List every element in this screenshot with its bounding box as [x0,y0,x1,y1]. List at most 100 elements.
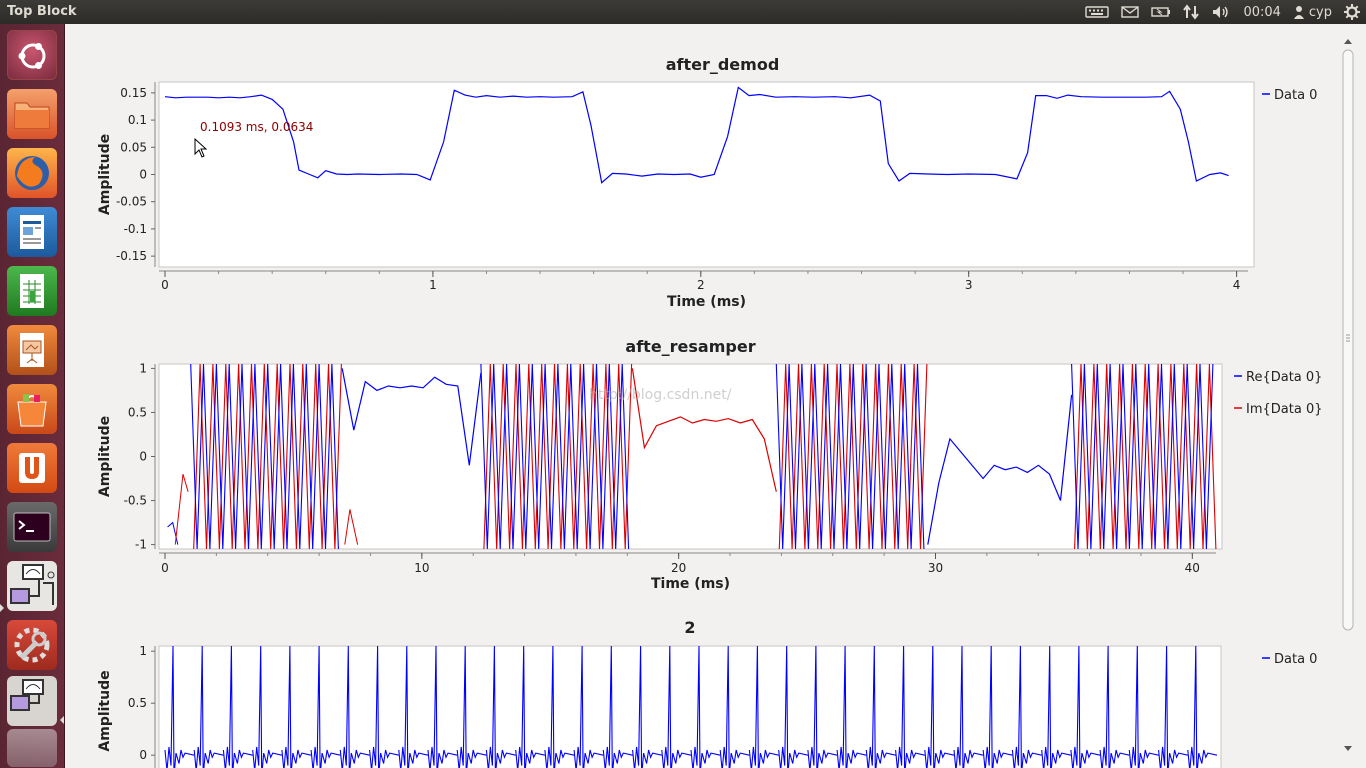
plot-canvas[interactable] [158,81,1255,268]
y-tick-label: 0.15 [120,86,147,100]
chart-3: 2 Amplitude 1 0.5 0 Data 0 [97,618,1317,768]
im-oscillation [193,364,342,549]
ubuntu-one-button[interactable] [7,443,57,493]
pulse [310,646,341,768]
legend-label: Im{Data 0} [1246,402,1322,417]
scroll-up-arrow-icon[interactable] [1344,39,1352,44]
x-tick-label: 30 [928,561,943,575]
writer-button[interactable] [7,207,57,257]
legend-label: Data 0 [1274,652,1317,667]
flowgraph-icon [10,564,55,605]
mail-icon[interactable] [1121,5,1140,19]
x-tick-label: 1 [429,278,437,292]
pulse [836,646,867,768]
pulse [661,646,692,768]
plot-canvas[interactable] [158,645,1222,768]
network-icon[interactable] [1183,4,1200,20]
y-tick-label: -0.5 [124,494,147,508]
y-axis-label: Amplitude [97,134,113,215]
top-panel: Top Block 00:04 cyp [0,0,1366,24]
pulse [164,646,195,768]
im-start [174,473,189,545]
flowgraph-active-icon [10,679,44,711]
pulse [807,646,838,768]
pulse [398,646,429,768]
pulse [1128,646,1159,768]
terminal-icon [13,512,51,542]
y-tick-label: -0.05 [116,195,147,209]
firefox-icon [15,156,49,190]
folder-icon [14,102,50,129]
pulse [982,646,1013,768]
im-segment [631,368,777,492]
y-tick-label: -0.1 [124,222,147,236]
impress-presentation-icon [20,333,44,367]
x-tick-label: 0 [161,278,169,292]
pulse [1187,646,1218,768]
firefox-button[interactable] [7,148,57,198]
x-tick-label: 0 [161,561,169,575]
im-oscillation [778,364,928,549]
vertical-scrollbar[interactable] [1342,36,1354,760]
x-axis-label: Time (ms) [667,294,746,310]
pulse [573,646,604,768]
re-segment [341,368,482,466]
keyboard-icon[interactable] [1085,5,1110,19]
x-tick-label: 20 [671,561,686,575]
scroll-thumb[interactable] [1342,49,1354,631]
writer-document-icon [20,215,44,249]
terminal-button[interactable] [7,502,57,552]
x-tick-label: 3 [965,278,973,292]
system-tray: 00:04 cyp [1085,0,1366,24]
pulse [485,646,516,768]
y-tick-label: 0.5 [128,405,147,419]
gnuradio-companion-button[interactable] [7,561,57,611]
software-center-button[interactable] [7,384,57,434]
y-tick-label: 1 [139,361,147,375]
system-settings-button[interactable] [7,620,57,670]
window-title: Top Block [7,4,77,19]
pulse [544,646,575,768]
pulse [953,646,984,768]
ubuntu-logo-icon [18,43,46,69]
x-axis-label: Time (ms) [651,576,730,592]
session-gear-icon[interactable] [1344,4,1360,20]
re-segment [927,394,1073,545]
ubuntu-dash-button[interactable] [7,30,57,80]
y-tick-label: -0.15 [116,249,147,263]
qt-gui-window: after_demod Amplitude 0.15 0.1 0.05 0 -0.05 -0.… [65,24,1366,768]
plot-area: after_demod Amplitude 0.15 0.1 0.05 0 -0.05 -0.… [97,55,1322,768]
pulse [1070,646,1101,768]
im-transient [344,509,359,545]
y-tick-label: -1 [135,538,147,552]
pulse [1041,646,1072,768]
pulse [222,646,253,768]
battery-icon[interactable] [1151,5,1171,19]
pulse [748,646,779,768]
calc-button[interactable] [7,266,57,316]
running-indicator-arrow [0,604,4,612]
pulse [339,646,370,768]
clock[interactable]: 00:04 [1243,4,1281,20]
x-tick-label: 4 [1233,278,1241,292]
re-oscillation [775,364,925,549]
gnuradio-active-button[interactable] [7,676,57,726]
x-tick-label: 2 [697,278,705,292]
ubuntu-one-icon [19,453,45,483]
volume-icon[interactable] [1211,4,1231,20]
re-oscillation [190,364,339,549]
scroll-down-arrow-icon[interactable] [1344,746,1352,751]
pulse [1011,646,1042,768]
im-oscillation [1074,364,1217,549]
chart-1: after_demod Amplitude 0.15 0.1 0.05 0 -0.05 -0.… [97,55,1317,310]
chart-title: afte_resamper [625,337,755,356]
x-tick-label: 10 [414,561,429,575]
user-menu[interactable]: cyp [1293,5,1332,20]
files-button[interactable] [7,89,57,139]
y-tick-label: 0.1 [128,113,147,127]
calc-spreadsheet-icon [20,274,44,308]
chart-title: after_demod [666,55,780,74]
pulse [719,646,750,768]
watermark: http://blog.csdn.net/ [589,387,732,403]
impress-button[interactable] [7,325,57,375]
